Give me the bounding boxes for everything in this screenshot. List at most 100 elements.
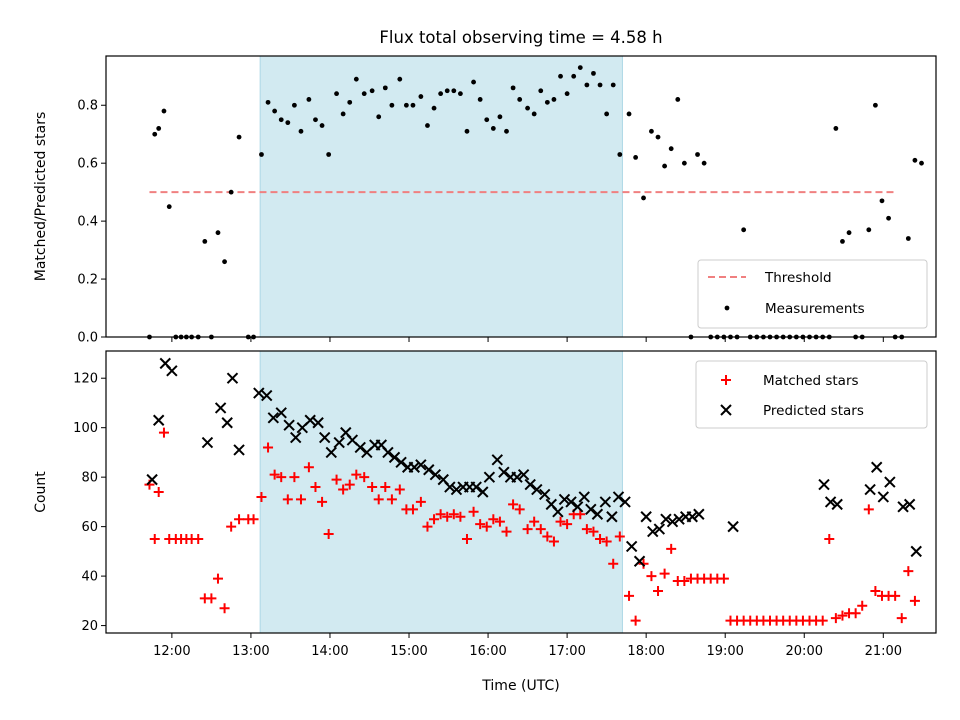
measurement-point [236, 134, 242, 140]
measurement-point [833, 126, 839, 131]
matched-star-point [289, 472, 300, 483]
matched-star-point [535, 524, 546, 535]
y-tick-label: 0.8 [77, 99, 98, 114]
measurement-point [846, 230, 852, 236]
measurement-point [879, 198, 885, 204]
measurement-point [278, 117, 284, 123]
measurement-point [334, 91, 339, 97]
x-tick-label: 16:00 [469, 644, 506, 659]
predicted-star-point [483, 471, 496, 483]
predicted-star-point [221, 417, 233, 429]
predicted-star-point [253, 387, 265, 399]
predicted-star-point [647, 525, 659, 538]
matched-star-point [659, 568, 670, 579]
matched-star-point [310, 482, 321, 493]
matched-star-point [488, 514, 499, 525]
legend-box [695, 360, 928, 429]
matched-star-point [256, 491, 267, 502]
measurement-point [215, 230, 221, 236]
matched-star-point [548, 536, 559, 547]
predicted-star-point [910, 545, 922, 558]
matched-star-point [373, 494, 384, 505]
predicted-star-point [884, 476, 896, 488]
predicted-star-point [903, 498, 916, 511]
predicted-star-point [450, 483, 463, 496]
measurement-point [347, 99, 353, 105]
predicted-star-point [517, 468, 530, 481]
measurement-point [551, 97, 557, 102]
matched-star-point [303, 462, 314, 473]
matched-star-point [158, 427, 169, 438]
matched-star-point [909, 595, 920, 606]
matched-star-point [595, 534, 606, 544]
axes-frame [105, 350, 937, 634]
predicted-star-point [275, 407, 287, 419]
measurement-point [695, 152, 700, 157]
matched-star-point [522, 524, 533, 535]
measurement-point [905, 236, 911, 241]
matched-star-point [529, 516, 540, 527]
matched-star-point [429, 514, 440, 525]
predicted-star-point [824, 496, 837, 508]
predicted-star-point [606, 511, 618, 523]
y-axis-label: Matched/Predicted stars [33, 112, 49, 282]
measurement-point [490, 126, 496, 131]
predicted-star-point [318, 431, 331, 444]
matched-star-point [837, 610, 848, 621]
matched-star-point [903, 566, 914, 577]
matched-star-point [226, 521, 237, 532]
legend-label-matched: Matched stars [763, 373, 859, 389]
matched-star-point [624, 590, 635, 601]
measurement-point [741, 227, 747, 233]
y-tick-label: 120 [73, 372, 98, 387]
matched-star-point [555, 516, 566, 527]
matched-star-point [407, 504, 418, 515]
matched-star-point [323, 529, 334, 540]
predicted-star-point [571, 501, 584, 513]
measurement-point [451, 88, 457, 94]
measurement-point [431, 105, 437, 111]
x-tick-label: 18:00 [627, 644, 664, 659]
bottom-panel-star-counts: 12:00 13:00 14:00 15:00 16:00 17:00 18:00 19:00… [33, 350, 937, 694]
matched-star-point [870, 585, 881, 596]
predicted-star-point [653, 523, 666, 535]
measurement-point [376, 114, 382, 120]
chart-title: Flux total observing time = 4.58 h [379, 28, 662, 47]
predicted-star-point [524, 478, 536, 491]
measurement-point [610, 82, 616, 88]
matched-star-point [415, 496, 426, 507]
matched-star-point [890, 590, 901, 601]
predicted-star-point [312, 417, 324, 429]
measurement-point [912, 157, 918, 163]
matched-star-point [386, 494, 397, 505]
predicted-star-point [864, 483, 876, 496]
matched-star-point [149, 534, 160, 544]
x-tick-label: 20:00 [786, 644, 823, 659]
measurement-point [444, 88, 450, 94]
predicted-star-point [267, 412, 280, 424]
measurement-point [675, 97, 681, 102]
measurement-point [544, 99, 550, 105]
matched-star-point [562, 519, 573, 530]
series-predicted-stars [146, 357, 922, 567]
predicted-star-point [871, 461, 883, 473]
matched-star-point [857, 600, 868, 611]
measurement-point [457, 91, 463, 97]
series-matched-stars [144, 427, 920, 626]
measurement-point [531, 111, 537, 117]
matched-star-point [494, 516, 505, 527]
observing-window-span [259, 55, 623, 338]
measurement-point [641, 195, 646, 201]
measurement-point [525, 105, 530, 111]
measurement-point [577, 65, 583, 70]
predicted-star-point [539, 488, 551, 501]
matched-star-point [344, 479, 355, 490]
predicted-star-point [686, 511, 698, 523]
y-tick-label: 0.6 [77, 157, 98, 172]
predicted-star-point [625, 540, 638, 553]
predicted-star-point [408, 461, 420, 473]
matched-star-point [455, 511, 466, 522]
measurement-point [626, 111, 632, 117]
matched-star-point [601, 536, 612, 547]
